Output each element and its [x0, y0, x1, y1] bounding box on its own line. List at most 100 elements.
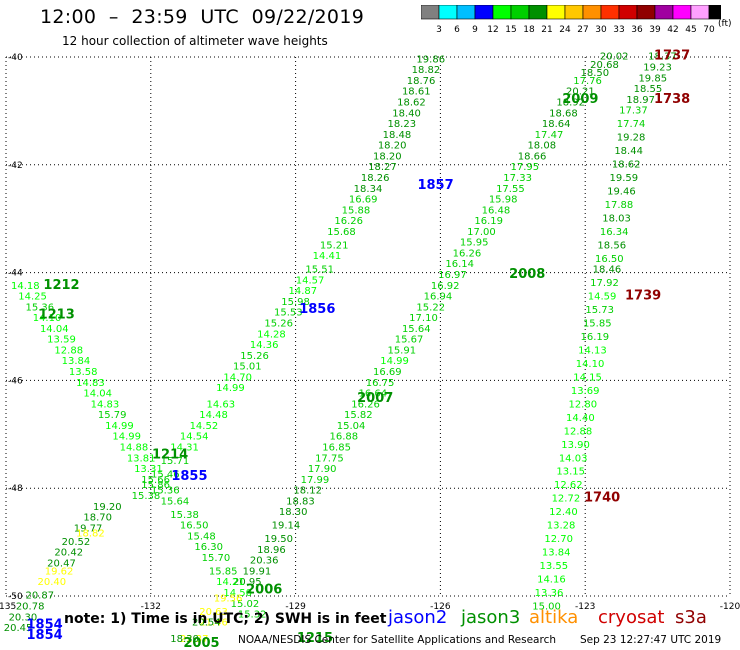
wave-height-point: 16.64 [359, 389, 388, 400]
y-tick-label: -44 [8, 269, 23, 279]
wave-height-point: 14.63 [206, 399, 235, 410]
wave-height-point: 17.37 [619, 106, 648, 117]
wave-height-point: 18.62 [612, 159, 641, 170]
color-level-label: 30 [595, 25, 607, 35]
wave-height-point: 18.30 [170, 634, 199, 645]
legend-jason3: jason3 [461, 607, 521, 628]
wave-height-point: 14.48 [199, 410, 228, 421]
wave-height-point: 13.31 [134, 464, 163, 475]
wave-height-point: 16.34 [600, 227, 629, 238]
wave-height-point: 14.52 [190, 421, 219, 432]
x-tick-label: -135 [0, 602, 16, 612]
wave-height-point: 14.04 [83, 389, 112, 400]
wave-height-point: 14.99 [112, 432, 141, 443]
wave-height-point: 17.99 [301, 475, 330, 486]
wave-height-point: 19.77 [74, 523, 103, 534]
wave-height-point: 20.02 [600, 52, 629, 63]
track-time-label: 2006 [246, 582, 282, 597]
wave-height-point: 20.45 [4, 623, 33, 634]
wave-height-point: 20.30 [9, 612, 38, 623]
color-level-label: 70 [703, 25, 715, 35]
wave-height-point: 16.19 [474, 216, 503, 227]
wave-height-point: 15.67 [395, 335, 424, 346]
wave-height-point: 15.95 [460, 238, 489, 249]
wave-height-point: 15.64 [161, 496, 190, 507]
wave-height-point: 14.88 [120, 442, 149, 453]
color-level-label: 45 [685, 25, 696, 35]
x-tick-label: -120 [720, 602, 740, 612]
wave-height-point: 12.88 [564, 426, 593, 437]
wave-height-point: 20.95 [233, 577, 262, 588]
color-level-label: 33 [613, 25, 624, 35]
track-time-label: 1855 [171, 469, 207, 484]
wave-height-point: 16.97 [438, 270, 467, 281]
wave-height-point: 12.72 [552, 494, 581, 505]
wave-height-point: 16.30 [194, 542, 223, 553]
wave-height-point: 19.86 [416, 54, 445, 65]
wave-height-point: 20.21 [566, 87, 595, 98]
wave-height-point: 13.58 [69, 367, 98, 378]
wave-height-point: 18.66 [518, 151, 547, 162]
wave-height-point: 14.36 [250, 340, 279, 351]
wave-height-point: 13.81 [127, 453, 156, 464]
wave-height-point: 14.25 [18, 292, 47, 303]
generation-timestamp: Sep 23 12:27:47 UTC 2019 [580, 634, 722, 646]
wave-height-point: 17.74 [617, 119, 646, 130]
wave-height-point: 18.40 [392, 108, 421, 119]
wave-height-point: 15.01 [233, 362, 262, 373]
wave-height-point: 17.10 [409, 313, 438, 324]
legend-jason2: jason2 [388, 607, 448, 628]
wave-height-point: 18.08 [527, 141, 556, 152]
wave-height-point: 17.95 [511, 162, 540, 173]
wave-height-point: 19.20 [93, 502, 122, 513]
wave-height-point: 19.56 [214, 593, 243, 604]
wave-height-point: 17.76 [573, 76, 602, 87]
legend-altika: altika [529, 607, 579, 628]
wave-height-point: 18.30 [279, 507, 308, 518]
wave-height-point: 16.50 [180, 521, 209, 532]
wave-height-point: 14.04 [40, 324, 69, 335]
color-level-label: 27 [577, 25, 588, 35]
wave-height-point: 17.90 [308, 464, 337, 475]
wave-height-point: 12.80 [568, 399, 597, 410]
wave-height-point: 15.70 [202, 553, 231, 564]
wave-height-point: 15.21 [320, 240, 349, 251]
color-swatch [708, 5, 721, 20]
color-level-label: 15 [505, 25, 516, 35]
wave-height-point: 20.52 [62, 537, 91, 548]
wave-height-point: 15.68 [327, 227, 356, 238]
wave-height-point: 14.15 [573, 372, 602, 383]
chart-subtitle: 12 hour collection of altimeter wave hei… [62, 34, 328, 48]
wave-height-point: 18.82 [412, 65, 441, 76]
wave-height-point: 16.26 [351, 399, 380, 410]
color-level-label: 6 [454, 25, 460, 35]
wave-height-point: 14.87 [289, 286, 318, 297]
wave-height-point: 18.20 [373, 151, 402, 162]
track-time-label: 2007 [357, 391, 393, 406]
wave-height-point: 17.75 [315, 453, 344, 464]
wave-height-point: 19.23 [643, 62, 672, 73]
wave-height-point: 20.78 [16, 601, 45, 612]
track-time-label: 1856 [299, 302, 335, 317]
wave-height-point: 20.54 [192, 618, 221, 629]
wave-height-point: 16.14 [445, 259, 474, 270]
wave-height-point: 14.99 [380, 356, 409, 367]
wave-height-point: 21.46 [199, 618, 228, 629]
wave-height-point: 17.33 [503, 173, 532, 184]
wave-height-point: 16.19 [581, 332, 610, 343]
wave-height-point: 14.31 [170, 442, 199, 453]
wave-height-point: 15.79 [98, 410, 127, 421]
y-tick-label: -46 [8, 376, 23, 386]
wave-height-point: 16.75 [366, 378, 395, 389]
wave-height-point: 15.36 [151, 486, 180, 497]
wave-height-point: 18.82 [76, 529, 105, 540]
wave-height-point: 19.46 [607, 186, 636, 197]
wave-height-point: 16.92 [431, 281, 460, 292]
wave-height-point: 14.83 [76, 378, 105, 389]
wave-height-point: 19.59 [609, 173, 638, 184]
x-tick-label: -132 [141, 602, 161, 612]
track-time-label: 1738 [654, 92, 690, 107]
wave-height-point: 12.40 [549, 507, 578, 518]
wave-height-point: 20.42 [54, 548, 83, 559]
